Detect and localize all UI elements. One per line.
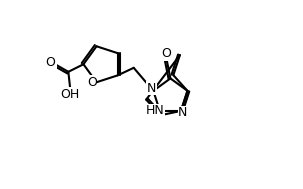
Text: O: O <box>87 76 97 89</box>
Text: HN: HN <box>146 104 165 117</box>
Text: OH: OH <box>61 88 80 101</box>
Text: N: N <box>178 106 188 119</box>
Text: N: N <box>147 81 156 94</box>
Text: O: O <box>45 56 55 69</box>
Text: O: O <box>162 47 171 60</box>
